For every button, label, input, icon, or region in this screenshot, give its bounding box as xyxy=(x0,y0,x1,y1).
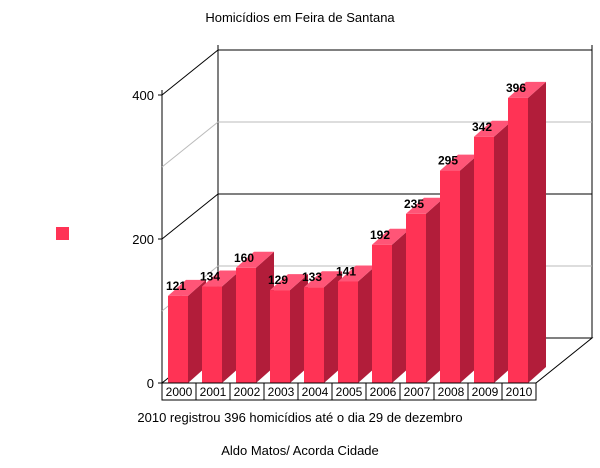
x-tick-label: 2005 xyxy=(336,385,363,399)
bar-front xyxy=(406,213,426,383)
chart-y-ticks: 0 200 400 xyxy=(132,88,162,391)
bar xyxy=(168,279,206,383)
bar-top xyxy=(304,271,342,288)
bar-side xyxy=(426,197,444,383)
bar-front xyxy=(270,290,290,383)
bar-value-label: 396 xyxy=(506,81,526,95)
bar-top xyxy=(372,228,410,245)
bar-front xyxy=(202,286,222,383)
bar-side xyxy=(460,154,478,383)
bar-value-label: 129 xyxy=(268,273,288,287)
bar-front xyxy=(304,287,324,383)
bar-front xyxy=(236,267,256,383)
bar-top xyxy=(168,279,206,296)
x-tick-label: 2009 xyxy=(472,385,499,399)
bar-value-label: 192 xyxy=(370,228,390,242)
bar xyxy=(338,265,376,383)
bar-top xyxy=(508,81,546,98)
side-gridline xyxy=(161,49,219,96)
chart-x-ticks: 2000 2001 2002 2003 2004 2005 2006 2007 2008 2009… xyxy=(161,382,537,401)
bar-front xyxy=(338,281,358,383)
x-tick-label: 2007 xyxy=(404,385,431,399)
x-tick-label: 2001 xyxy=(200,385,227,399)
bar-front xyxy=(372,244,392,383)
bar-front xyxy=(440,170,460,383)
bar-side xyxy=(256,251,274,383)
bar-value-label: 342 xyxy=(472,120,492,134)
bar-top xyxy=(474,120,512,137)
bar-value-label: 141 xyxy=(336,264,356,278)
y-tick-label: 200 xyxy=(132,232,154,247)
x-tick-label: 2000 xyxy=(166,385,193,399)
bar-top xyxy=(202,270,240,287)
bar xyxy=(406,197,444,383)
bar-top xyxy=(406,197,444,214)
side-gridline xyxy=(161,121,219,168)
x-tick-label: 2002 xyxy=(234,385,261,399)
bar xyxy=(508,81,546,383)
bar xyxy=(236,251,274,383)
bar-top xyxy=(440,154,478,171)
bar-side xyxy=(494,120,512,383)
bar-front xyxy=(474,136,494,383)
bar-top xyxy=(236,251,274,268)
bar-side xyxy=(222,270,240,383)
chart-bars xyxy=(168,81,546,383)
bar-side xyxy=(392,228,410,383)
bar-side xyxy=(188,279,206,383)
x-tick-label: 2010 xyxy=(506,385,533,399)
y-tick-label: 400 xyxy=(132,88,154,103)
bar xyxy=(474,120,512,383)
bar-value-label: 121 xyxy=(166,279,186,293)
bar xyxy=(202,270,240,383)
chart-caption: Aldo Matos/ Acorda Cidade xyxy=(221,443,379,458)
chart-x-axis-label: 2010 registrou 396 homicídios até o dia … xyxy=(137,410,463,425)
bar-top xyxy=(338,265,376,282)
bar-value-label: 235 xyxy=(404,197,424,211)
bar xyxy=(304,271,342,383)
x-tick-box xyxy=(501,382,537,401)
bar-side xyxy=(528,81,546,383)
x-tick-label: 2003 xyxy=(268,385,295,399)
y-tick-label: 0 xyxy=(147,376,154,391)
bar-front xyxy=(168,295,188,383)
bar-side xyxy=(290,274,308,383)
bar-side xyxy=(324,271,342,383)
bar-front xyxy=(508,97,528,383)
bar xyxy=(440,154,478,383)
x-tick-label: 2004 xyxy=(302,385,329,399)
bar-value-label: 133 xyxy=(302,270,322,284)
chart-title: Homicídios em Feira de Santana xyxy=(205,10,395,25)
x-tick-label: 2006 xyxy=(370,385,397,399)
x-tick-label: 2008 xyxy=(438,385,465,399)
bar-top xyxy=(270,274,308,291)
side-gridline xyxy=(161,193,219,240)
bar-side xyxy=(358,265,376,383)
bar-value-label: 134 xyxy=(200,270,220,284)
bar xyxy=(372,228,410,383)
bar-value-label: 295 xyxy=(438,154,458,168)
legend-swatch xyxy=(56,227,69,240)
chart-data-labels: 121 134 160 129 133 141 192 235 295 342 396 xyxy=(166,81,526,293)
bar xyxy=(270,274,308,383)
bar-value-label: 160 xyxy=(234,251,254,265)
